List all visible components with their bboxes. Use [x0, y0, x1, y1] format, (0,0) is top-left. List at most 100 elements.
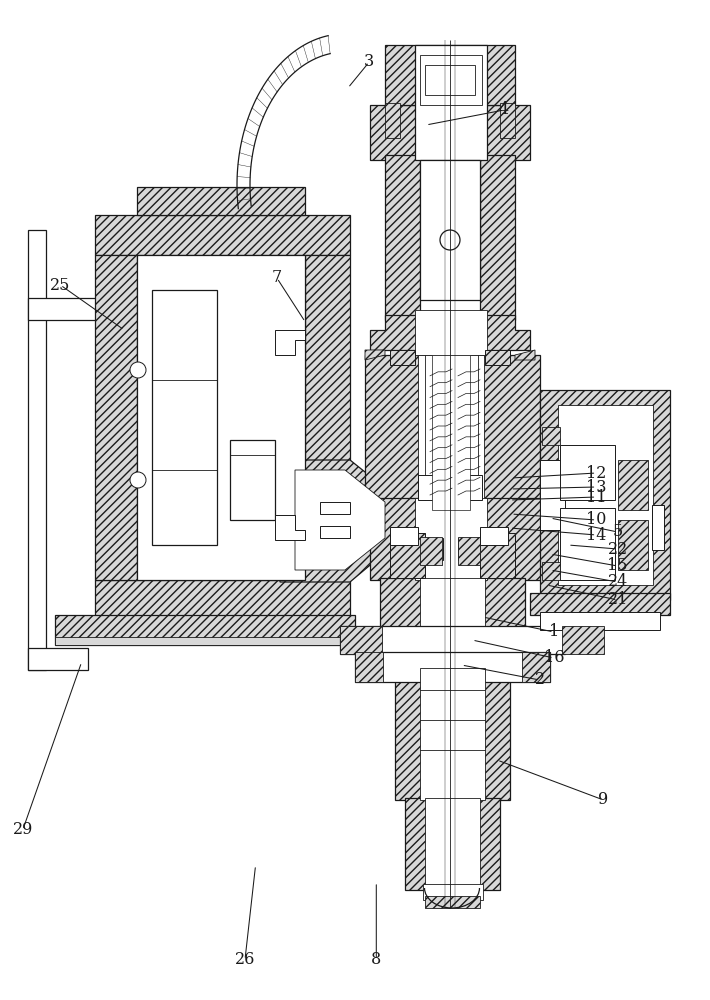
Bar	[137, 255, 305, 580]
Bar	[137, 187, 305, 215]
Text: 5: 5	[613, 524, 623, 540]
Bar	[420, 578, 485, 670]
Bar	[420, 160, 480, 300]
Bar	[415, 538, 443, 560]
Polygon shape	[275, 330, 305, 355]
Bar	[55, 637, 355, 645]
Polygon shape	[365, 350, 385, 360]
Bar	[425, 896, 480, 908]
Bar	[355, 652, 550, 682]
Bar	[423, 884, 483, 900]
Circle shape	[130, 362, 146, 378]
Bar	[95, 215, 350, 255]
Bar	[55, 615, 355, 645]
Bar	[425, 65, 475, 95]
Circle shape	[130, 472, 146, 488]
Text: 9: 9	[599, 792, 608, 808]
Text: 16: 16	[544, 650, 564, 666]
Polygon shape	[280, 460, 400, 582]
Bar	[385, 45, 515, 105]
Text: 4: 4	[499, 102, 509, 118]
Bar	[420, 537, 442, 565]
Bar	[390, 527, 418, 545]
Bar	[652, 505, 664, 550]
Bar	[230, 440, 275, 520]
Bar	[320, 502, 350, 514]
Bar	[390, 533, 425, 578]
Bar	[618, 520, 648, 570]
Text: 25: 25	[50, 276, 70, 294]
Bar	[415, 310, 487, 355]
Text: 8: 8	[371, 952, 381, 968]
Bar	[462, 475, 482, 500]
Bar	[458, 537, 480, 565]
Bar	[370, 105, 530, 160]
Bar	[500, 103, 515, 138]
Bar	[28, 230, 46, 670]
Bar	[542, 427, 560, 445]
Bar	[340, 626, 382, 654]
Bar	[418, 475, 438, 500]
Text: 14: 14	[586, 526, 606, 544]
Bar	[540, 460, 565, 530]
Text: 15: 15	[608, 558, 628, 574]
Bar	[432, 355, 470, 510]
Text: 29: 29	[13, 822, 33, 838]
Bar	[480, 533, 515, 578]
Polygon shape	[485, 350, 510, 365]
Bar	[365, 355, 540, 500]
Bar	[560, 508, 615, 580]
Bar	[522, 652, 550, 682]
Text: 13: 13	[586, 479, 606, 495]
Polygon shape	[370, 315, 530, 350]
Polygon shape	[275, 515, 305, 540]
Bar	[95, 255, 137, 580]
Bar	[560, 445, 615, 500]
Bar	[340, 626, 565, 654]
Bar	[415, 498, 487, 580]
Text: 26: 26	[235, 952, 255, 968]
Bar	[28, 298, 133, 320]
Bar	[320, 526, 350, 538]
Text: 1: 1	[549, 624, 559, 641]
Bar	[540, 390, 670, 600]
Bar	[370, 498, 545, 580]
Bar	[540, 612, 660, 630]
Polygon shape	[515, 350, 535, 360]
Bar	[418, 355, 484, 500]
Bar	[405, 798, 500, 890]
Text: 24: 24	[608, 574, 628, 590]
Bar	[395, 668, 510, 800]
Bar	[355, 652, 383, 682]
Text: 10: 10	[586, 512, 606, 528]
Text: 3: 3	[364, 53, 374, 70]
Bar	[380, 578, 525, 670]
Bar	[305, 255, 350, 580]
Text: 11: 11	[586, 488, 606, 506]
Bar	[562, 626, 604, 654]
Bar	[28, 648, 88, 670]
Bar	[458, 538, 486, 560]
Bar	[420, 55, 482, 105]
Bar	[152, 290, 217, 545]
Bar	[95, 580, 350, 620]
Polygon shape	[390, 350, 415, 365]
Bar	[558, 405, 653, 585]
Circle shape	[440, 230, 460, 250]
Bar	[415, 45, 487, 160]
Bar	[425, 798, 480, 890]
Bar	[618, 460, 648, 510]
Bar	[420, 668, 485, 800]
Text: 21: 21	[608, 591, 628, 608]
Text: 12: 12	[586, 464, 606, 482]
Bar	[542, 562, 560, 580]
Text: 2: 2	[535, 672, 545, 688]
Bar	[385, 103, 400, 138]
Polygon shape	[295, 470, 385, 570]
Bar	[480, 527, 508, 545]
Text: 22: 22	[608, 540, 628, 558]
Bar	[480, 155, 515, 320]
Bar	[385, 155, 420, 320]
Text: 7: 7	[272, 269, 282, 286]
Bar	[530, 593, 670, 615]
